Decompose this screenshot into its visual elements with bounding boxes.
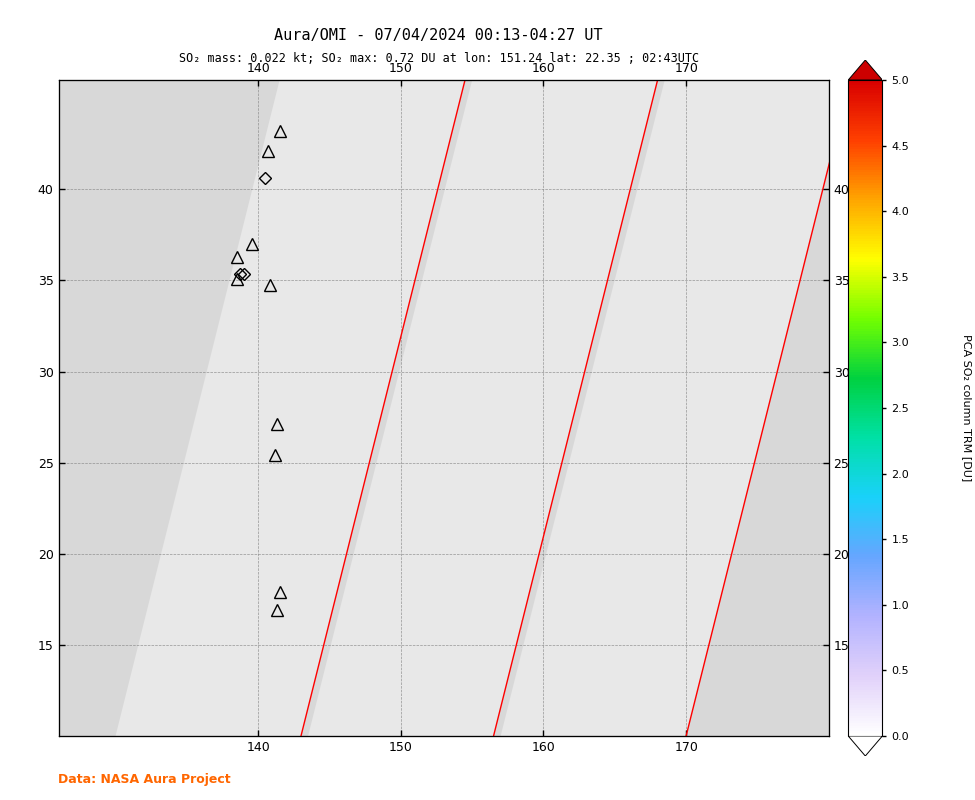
Polygon shape — [848, 60, 882, 80]
Text: Data: NASA Aura Project: Data: NASA Aura Project — [58, 773, 231, 786]
Polygon shape — [848, 736, 882, 756]
Text: Aura/OMI - 07/04/2024 00:13-04:27 UT: Aura/OMI - 07/04/2024 00:13-04:27 UT — [275, 28, 603, 43]
Polygon shape — [501, 80, 850, 736]
Polygon shape — [116, 80, 465, 736]
Y-axis label: PCA SO₂ column TRM [DU]: PCA SO₂ column TRM [DU] — [962, 334, 972, 482]
Polygon shape — [308, 80, 657, 736]
Text: SO₂ mass: 0.022 kt; SO₂ max: 0.72 DU at lon: 151.24 lat: 22.35 ; 02:43UTC: SO₂ mass: 0.022 kt; SO₂ max: 0.72 DU at … — [178, 52, 699, 65]
